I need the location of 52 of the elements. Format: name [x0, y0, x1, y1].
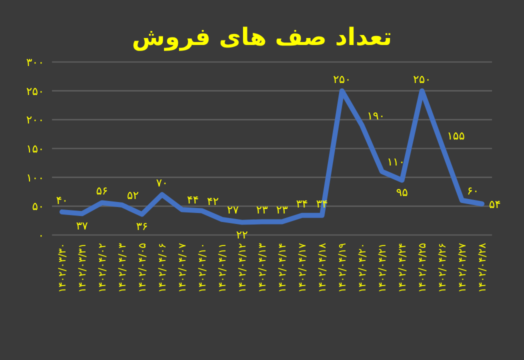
- data-label: ۲۳: [276, 204, 288, 217]
- x-tick-label: ۱۴۰۲/۰۳/۳۰: [58, 243, 68, 293]
- x-tick-label: ۱۴۰۲/۰۴/۱۰: [198, 243, 208, 293]
- data-label: ۶۰: [467, 184, 479, 198]
- data-label: ۴۰: [56, 194, 68, 207]
- y-tick-label: ۰: [38, 229, 44, 242]
- x-tick-label: ۱۴۰۲/۰۴/۲۱: [378, 243, 388, 293]
- data-label: ۱۹۰: [367, 109, 385, 122]
- data-label: ۳۴: [316, 197, 328, 210]
- data-label: ۴۴: [187, 194, 199, 207]
- x-tick-label: ۱۴۰۲/۰۴/۱۸: [318, 242, 328, 293]
- data-label: ۲۷: [227, 203, 239, 216]
- data-label: ۳۷: [76, 220, 88, 233]
- data-label: ۲۳: [256, 204, 268, 217]
- data-label: ۳۶: [136, 220, 148, 234]
- data-label: ۲۵۰: [333, 72, 351, 86]
- x-tick-label: ۱۴۰۲/۰۴/۱۴: [278, 243, 288, 293]
- x-tick-label: ۱۴۰۲/۰۴/۱۳: [258, 242, 268, 293]
- x-tick-label: ۱۴۰۲/۰۴/۱۹: [338, 243, 348, 293]
- data-label: ۵۲: [127, 189, 139, 202]
- x-tick-label: ۱۴۰۲/۰۴/۱۲: [238, 243, 248, 293]
- y-tick-label: ۲۰۰: [26, 114, 44, 127]
- data-label: ۷۰: [156, 176, 168, 190]
- x-tick-label: ۱۴۰۲/۰۴/۲۷: [458, 242, 468, 293]
- x-tick-label: ۱۴۰۲/۰۴/۰۵: [138, 243, 148, 293]
- data-label: ۴۲: [207, 194, 219, 208]
- data-label: ۹۵: [396, 186, 408, 200]
- data-label: ۵۶: [96, 184, 108, 198]
- x-tick-label: ۱۴۰۲/۰۴/۲۶: [438, 243, 448, 293]
- data-label: ۱۵۵: [447, 130, 465, 143]
- x-tick-label: ۱۴۰۲/۰۴/۲۸: [478, 242, 488, 293]
- x-tick-label: ۱۴۰۲/۰۴/۲۵: [418, 243, 428, 293]
- x-tick-label: ۱۴۰۲/۰۳/۳۱: [78, 243, 88, 293]
- y-tick-label: ۱۰۰: [26, 171, 44, 184]
- data-label: ۲۵۰: [413, 72, 431, 86]
- chart-title: تعداد صف های فروش: [132, 23, 392, 51]
- data-label: ۵۴: [489, 198, 501, 211]
- x-tick-label: ۱۴۰۲/۰۴/۲۰: [358, 243, 368, 293]
- y-tick-label: ۳۰۰: [26, 56, 44, 69]
- x-tick-label: ۱۴۰۲/۰۴/۱۱: [218, 243, 228, 293]
- y-tick-label: ۵۰: [32, 200, 44, 214]
- x-tick-label: ۱۴۰۲/۰۴/۲۴: [398, 243, 408, 293]
- data-label: ۳۴: [296, 197, 308, 210]
- x-tick-label: ۱۴۰۲/۰۴/۰۶: [158, 243, 168, 293]
- x-tick-label: ۱۴۰۲/۰۴/۰۷: [178, 242, 188, 293]
- y-tick-label: ۱۵۰: [26, 142, 44, 156]
- x-tick-label: ۱۴۰۲/۰۴/۰۳: [118, 242, 128, 293]
- x-tick-label: ۱۴۰۲/۰۴/۱۷: [298, 242, 308, 293]
- y-tick-label: ۲۵۰: [26, 84, 44, 98]
- data-label: ۲۲: [236, 228, 248, 242]
- x-tick-label: ۱۴۰۲/۰۴/۰۲: [98, 243, 108, 293]
- data-label: ۱۱۰: [387, 156, 405, 169]
